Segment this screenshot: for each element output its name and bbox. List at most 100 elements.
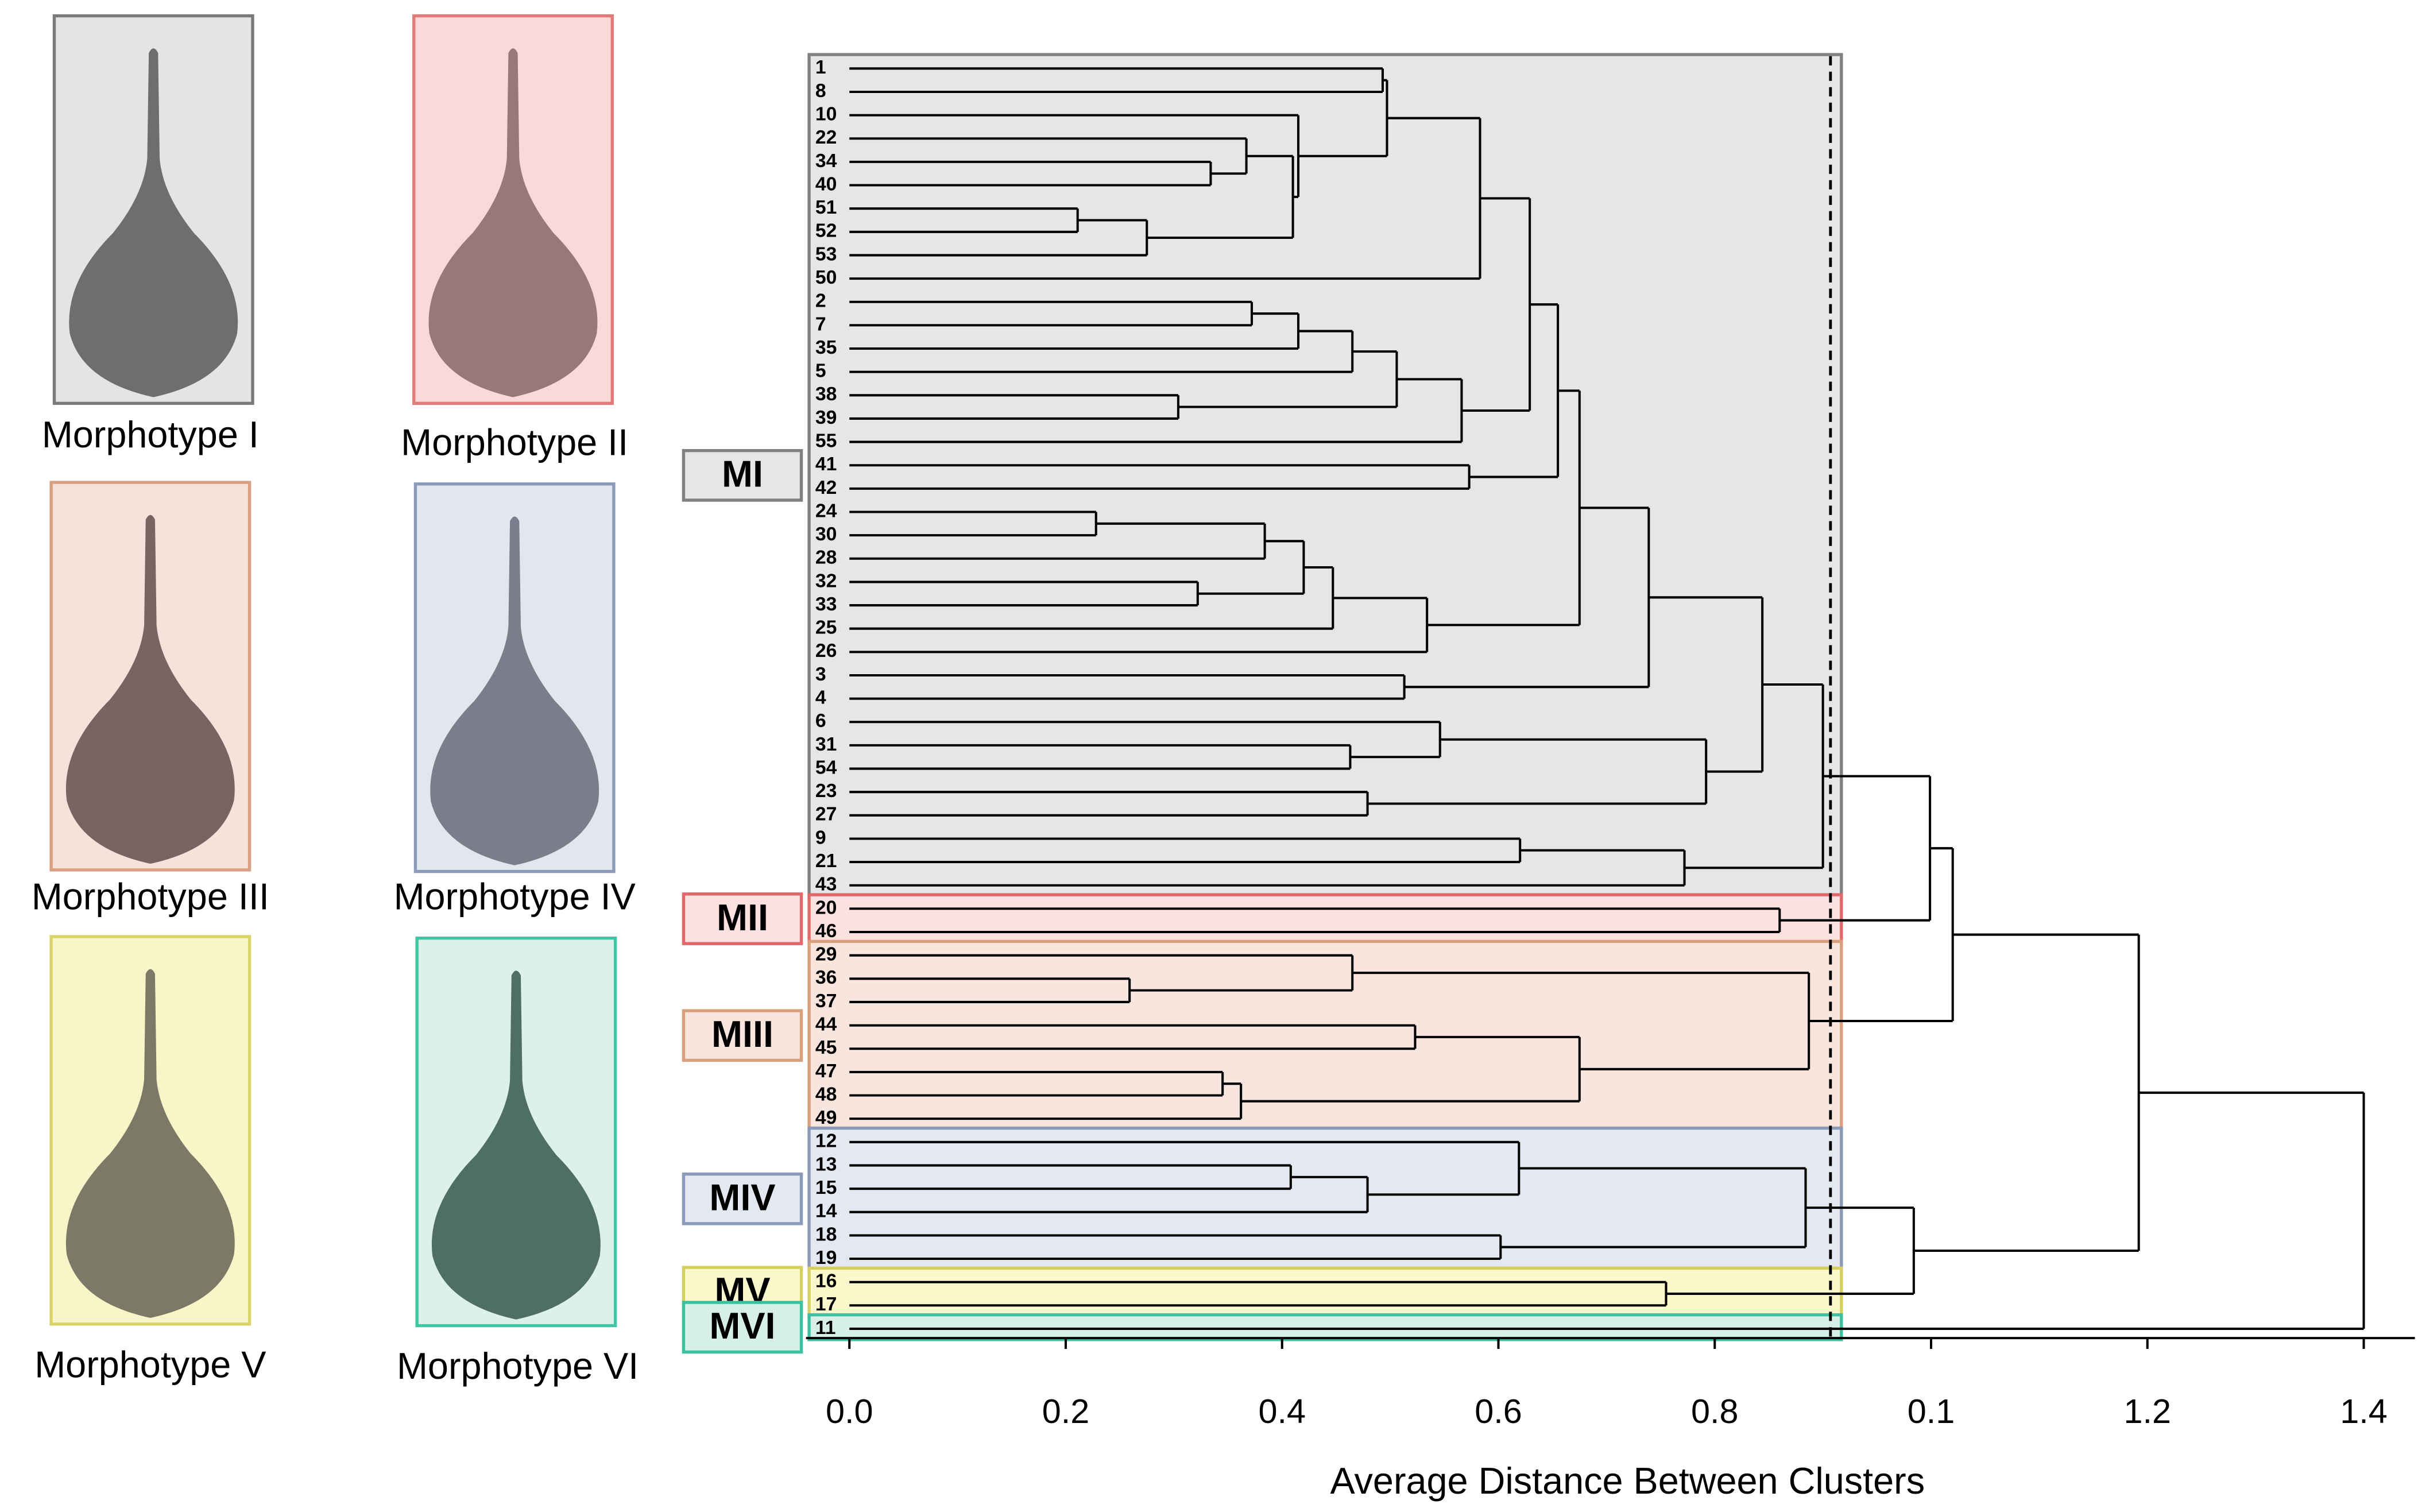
morphotype-label: Morphotype II [401,421,628,463]
dendrogram-link [2138,1091,2365,1329]
leaf-label: 36 [815,966,837,988]
leaf-label: 5 [815,360,826,382]
x-tick-label: 0.2 [1042,1392,1090,1430]
x-tick-label: 0.1 [1908,1392,1955,1430]
x-axis: 0.0 0.2 0.4 0.6 0.8 0.1 1.2 1.4 [806,1337,2415,1430]
dendrogram-link [849,1024,1417,1050]
leaf-label: 44 [815,1013,837,1035]
x-tick-label: 0.0 [826,1392,873,1430]
leaf-label: 23 [815,780,837,802]
leaf-label: 41 [815,453,837,475]
leaf-label: 39 [815,407,837,428]
leaf-label: 12 [815,1130,837,1152]
x-axis-label: Average Distance Between Clusters [1330,1460,1925,1502]
x-tick-label: 1.2 [2123,1392,2171,1430]
group-tag [682,892,803,945]
leaf-label: 7 [815,313,826,335]
morphotype-label: Morphotype IV [394,875,636,917]
leaf-label: 33 [815,593,837,615]
leaf-label: 42 [815,477,837,498]
group-tag [682,448,803,502]
leaf-label: 53 [815,243,837,265]
leaf-label: 21 [815,850,837,872]
leaf-label: 22 [815,126,837,148]
leaf-label: 27 [815,803,837,825]
morphotype-label: Morphotype VI [397,1345,639,1387]
leaf-label: 40 [815,173,837,195]
leaf-label: 30 [815,523,837,545]
leaf-label: 34 [815,150,837,172]
leaf-label: 15 [815,1177,837,1198]
leaf-label: 17 [815,1293,837,1315]
leaf-label: 48 [815,1083,837,1105]
x-tick-label: 0.6 [1475,1392,1522,1430]
leaf-label: 19 [815,1247,837,1269]
dendrogram-link [1913,933,2140,1252]
dendrogram-link [1461,197,1531,412]
x-tick-label: 0.4 [1258,1392,1306,1430]
leaf-label: 20 [815,896,837,918]
dendrogram-link [1147,154,1294,239]
dendrogram-link [849,522,1266,560]
morphotype-label: Morphotype V [34,1344,266,1386]
group-label: MIV [709,1177,775,1219]
dendrogram-link [849,511,1097,537]
leaf-label: 47 [815,1060,837,1082]
leaf-label: 32 [815,570,837,591]
leaf-label: 31 [815,733,837,755]
leaf-label: 3 [815,663,826,685]
dendrogram-link [1666,1206,1915,1295]
leaf-label: 35 [815,337,837,358]
leaf-label: 2 [815,290,826,312]
x-tick-label: 0.8 [1691,1392,1739,1430]
leaf-label: 51 [815,196,837,218]
dendrogram-link [849,566,1334,630]
leaf-label: 14 [815,1200,837,1222]
group-label: MI [722,453,763,495]
group-tag [682,1301,803,1354]
dendrogram-link [1684,683,1824,869]
dendrogram-link [1649,596,1764,773]
leaf-label: 29 [815,943,837,965]
leaf-label: 6 [815,710,826,732]
dendrogram-link [849,378,1463,443]
group-label: MIII [711,1013,773,1055]
leaf-label: 50 [815,266,837,288]
group-box [807,893,1843,945]
dendrogram-link [849,1082,1243,1120]
leaf-label: 38 [815,383,837,405]
dendrogram-link [849,1281,1668,1307]
leaf-label: 4 [815,687,826,709]
group-box [807,1266,1843,1318]
leaf-label: 52 [815,220,837,242]
dendrogram: 1810223440515253502735538395541422430283… [815,56,2365,1339]
group-box [807,1126,1843,1271]
leaf-label: 37 [815,990,837,1012]
leaf-label: 54 [815,756,837,778]
leaf-label: 49 [815,1107,837,1128]
leaf-label: 18 [815,1223,837,1245]
leaf-label: 10 [815,103,837,125]
leaf-label: 9 [815,826,826,848]
morphotype-label: Morphotype III [32,875,269,917]
morphotype-panels: Morphotype I Morphotype II Morphotype III M… [32,14,639,1387]
dendrogram-link [1367,738,1708,805]
group-box [807,53,1843,898]
group-label: MII [717,896,768,938]
leaf-label: 26 [815,640,837,662]
leaf-label: 25 [815,617,837,639]
leaf-label: 8 [815,80,826,102]
morphotype-label: Morphotype I [42,413,259,455]
leaf-label: 1 [815,56,826,78]
leaf-label: 46 [815,920,837,942]
leaf-label: 28 [815,547,837,569]
group-tag [682,1009,803,1062]
dendrogram-link [1809,847,1954,1022]
group-label: MVI [709,1305,775,1347]
leaf-label: 24 [815,500,837,521]
leaf-label: 13 [815,1153,837,1175]
dendrogram-link [1427,389,1581,627]
dendrogram-link [849,721,1441,759]
